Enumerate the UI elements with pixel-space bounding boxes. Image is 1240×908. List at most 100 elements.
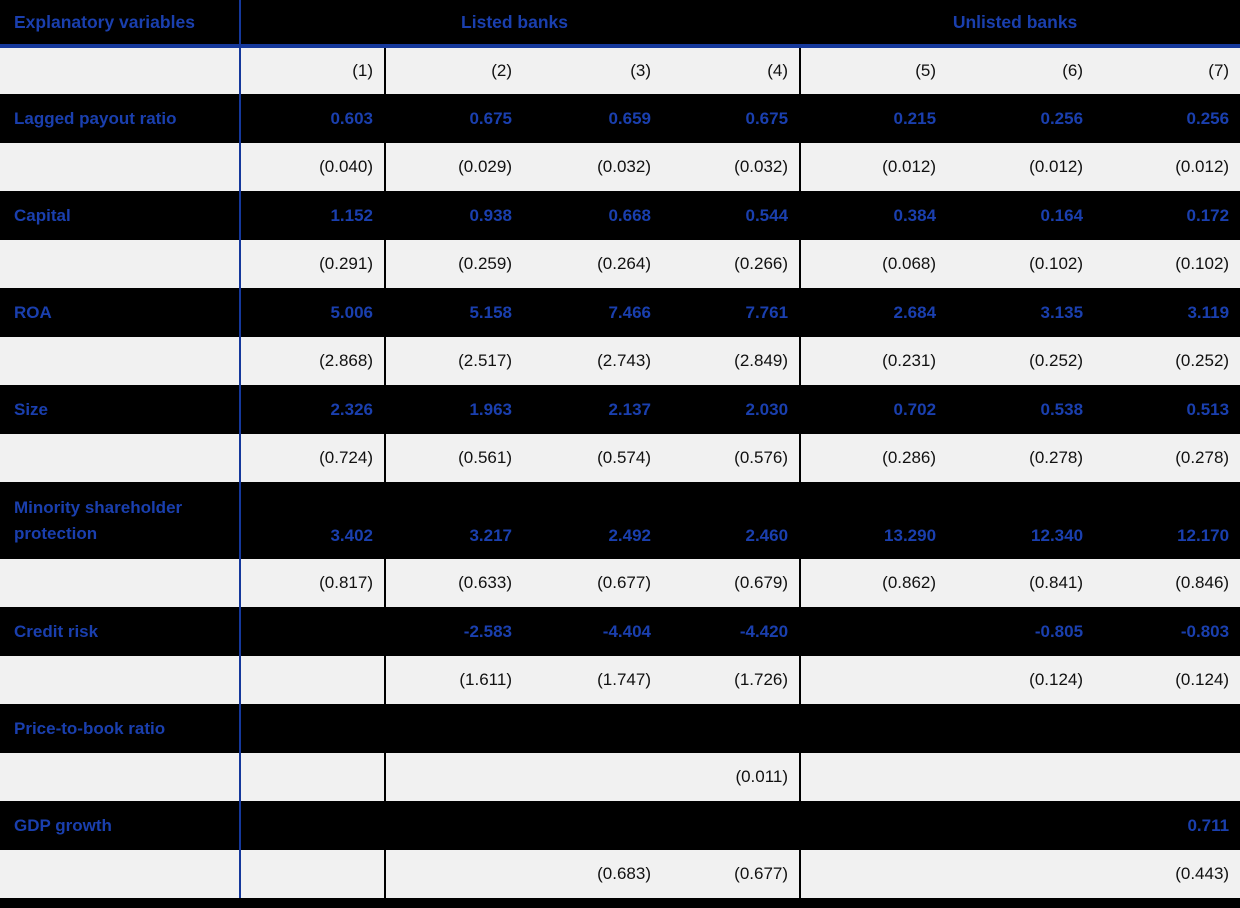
coefficient-cell: 0.164 (1040, 205, 1084, 225)
coefficient-cell: 7.466 (608, 302, 651, 322)
coefficient-cell (385, 704, 523, 753)
coefficient-cell: -2.583 (463, 621, 512, 641)
coefficient-cell: 0.256 (1186, 108, 1230, 128)
coefficient-cell (947, 801, 1094, 850)
stderr-row: (0.011) (0, 753, 1240, 801)
coefficient-cell: 0.675 (662, 94, 802, 143)
stderr-cell: (1.611) (459, 670, 512, 689)
stderr-cell: (0.679) (662, 559, 802, 607)
coefficient-cell: 2.460 (662, 482, 802, 559)
stderr-cell (240, 850, 386, 898)
stderr-cell (800, 656, 947, 704)
stderr-cell: (0.032) (597, 157, 651, 176)
stderr-cell: (0.011) (662, 753, 802, 801)
variable-label (0, 143, 241, 191)
coefficient-cell: 0.538 (1040, 399, 1084, 419)
coefficient-cell: 2.030 (662, 385, 802, 434)
coefficient-cell (1094, 704, 1240, 753)
stderr-cell: (0.724) (240, 434, 386, 482)
stderr-cell (523, 753, 662, 801)
coefficient-cell (523, 801, 662, 850)
column-number: (4) (662, 46, 802, 94)
coefficient-cell: 12.340 (1031, 526, 1084, 545)
coefficient-cell: 3.135 (1040, 302, 1084, 322)
coefficient-cell: 3.217 (469, 526, 512, 545)
coefficient-cell: -4.420 (662, 607, 802, 656)
stderr-row: (0.683) (0.677) (0.443) (0, 850, 1240, 898)
stderr-cell: (0.278) (1175, 448, 1230, 467)
stderr-row: (0.817) (0.633) (0.677) (0.679) (0.862) (0.84… (0, 559, 1240, 607)
stderr-cell: (0.841) (1029, 573, 1084, 592)
column-number: (6) (1062, 61, 1084, 80)
coefficient-row: Price-to-book ratio (0, 704, 1240, 753)
stderr-cell: (0.012) (882, 157, 937, 176)
coefficient-cell: 0.544 (662, 191, 802, 240)
stderr-cell: (0.683) (597, 864, 651, 883)
stderr-cell: (0.862) (882, 573, 937, 592)
group-header-listed-banks: Listed banks (240, 0, 802, 48)
stderr-cell: (0.124) (1029, 670, 1084, 689)
coefficient-row: Size 2.326 1.963 2.137 2.030 0.702 0.538 0.513 (0, 385, 1240, 434)
coefficient-row: GDP growth 0.711 (0, 801, 1240, 850)
variable-label: Lagged payout ratio (0, 94, 241, 143)
stderr-cell (947, 753, 1094, 801)
stderr-cell (947, 850, 1094, 898)
stderr-cell: (0.286) (882, 448, 937, 467)
stderr-cell: (0.264) (597, 254, 651, 273)
stderr-cell: (2.517) (458, 351, 512, 370)
stderr-cell: (0.278) (1029, 448, 1084, 467)
stderr-cell: (0.012) (1175, 157, 1230, 176)
coefficient-cell: 2.137 (608, 399, 651, 419)
stderr-cell: (0.443) (1175, 864, 1230, 883)
column-number: (1) (240, 46, 386, 94)
stderr-cell: (0.068) (882, 254, 937, 273)
variable-label: ROA (0, 288, 241, 337)
stderr-cell (385, 850, 523, 898)
table-body: Lagged payout ratio 0.603 0.675 0.659 0.675 0… (0, 94, 1240, 898)
coefficient-cell (240, 607, 386, 656)
coefficient-cell (385, 801, 523, 850)
stderr-cell: (0.029) (458, 157, 512, 176)
variable-label: Capital (0, 191, 241, 240)
table-header-row: Explanatory variables Listed banks Unlis… (0, 0, 1240, 48)
coefficient-cell (800, 704, 947, 753)
stderr-row: (2.868) (2.517) (2.743) (2.849) (0.231) (0.25… (0, 337, 1240, 385)
stderr-cell: (0.576) (662, 434, 802, 482)
stderr-cell: (0.561) (458, 448, 512, 467)
stderr-cell: (0.040) (240, 143, 386, 191)
coefficient-cell: -0.803 (1180, 621, 1230, 641)
variable-label: Size (0, 385, 241, 434)
stderr-row: (0.724) (0.561) (0.574) (0.576) (0.286) (0.27… (0, 434, 1240, 482)
variable-label: Price-to-book ratio (0, 704, 241, 753)
stderr-cell: (0.252) (1029, 351, 1084, 370)
coefficient-cell: 12.170 (1177, 526, 1230, 545)
stderr-cell: (0.846) (1175, 573, 1230, 592)
stderr-cell (800, 850, 947, 898)
stderr-cell: (0.677) (597, 573, 651, 592)
variable-label (0, 434, 241, 482)
coefficient-cell: 2.684 (893, 302, 937, 322)
coefficient-cell: 7.761 (662, 288, 802, 337)
variable-label (0, 337, 241, 385)
stderr-cell (240, 656, 386, 704)
coefficient-cell: 3.402 (240, 482, 386, 559)
column-number: (7) (1208, 61, 1230, 80)
coefficient-cell: 0.215 (893, 108, 937, 128)
stderr-cell: (0.252) (1175, 351, 1230, 370)
coefficient-cell (240, 704, 386, 753)
coefficient-cell: -0.805 (1034, 621, 1084, 641)
empty-corner-cell (0, 46, 241, 94)
coefficient-cell (662, 704, 802, 753)
coefficient-cell: 2.326 (240, 385, 386, 434)
stderr-cell: (0.124) (1175, 670, 1230, 689)
stderr-cell: (0.677) (662, 850, 802, 898)
coefficient-cell: -4.404 (602, 621, 651, 641)
coefficient-cell: 0.172 (1186, 205, 1230, 225)
stderr-cell (1094, 753, 1240, 801)
coefficient-cell (800, 607, 947, 656)
stderr-cell: (0.574) (597, 448, 651, 467)
stderr-cell: (0.633) (458, 573, 512, 592)
coefficient-cell: 0.938 (469, 205, 512, 225)
coefficient-cell: 1.963 (469, 399, 512, 419)
